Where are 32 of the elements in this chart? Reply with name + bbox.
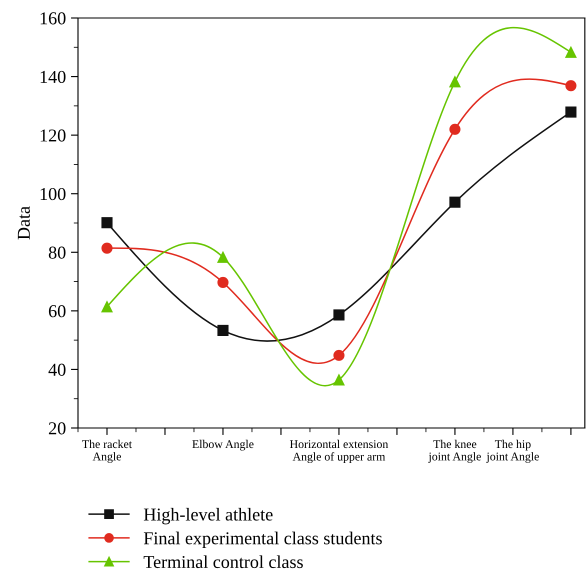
legend-label: High-level athlete <box>144 508 273 524</box>
legend-label: Final experimental class students <box>144 532 382 548</box>
y-tick-label: 120 <box>40 129 66 142</box>
legend-label: Terminal control class <box>144 555 303 568</box>
point <box>101 301 113 312</box>
y-tick-label: 20 <box>48 422 66 434</box>
y-tick-label: 160 <box>40 12 66 24</box>
x-tick-label: Horizontal extension Angle of upper arm <box>290 440 388 464</box>
point <box>101 217 113 228</box>
point <box>449 124 460 135</box>
y-tick-label: 140 <box>40 70 66 84</box>
point <box>217 276 229 288</box>
x-tick-label: Elbow Angle <box>192 440 254 451</box>
point <box>565 46 576 58</box>
y-axis-title: Data <box>18 206 30 240</box>
point <box>565 106 576 118</box>
point <box>217 252 229 263</box>
point <box>333 374 345 386</box>
point <box>449 76 460 88</box>
point <box>101 242 113 254</box>
point <box>565 80 576 92</box>
y-tick-label: 60 <box>48 305 66 318</box>
y-tick-label: 40 <box>48 364 66 376</box>
point <box>333 350 345 361</box>
y-tick-label: 100 <box>40 188 66 200</box>
x-tick-label: The knee joint Angle <box>428 440 481 463</box>
point <box>217 324 229 336</box>
point <box>333 309 345 321</box>
x-tick-label: The hip joint Angle <box>486 440 539 463</box>
y-tick-label: 80 <box>48 246 66 259</box>
x-tick-label: The racket Angle <box>82 440 132 463</box>
point <box>449 196 460 208</box>
